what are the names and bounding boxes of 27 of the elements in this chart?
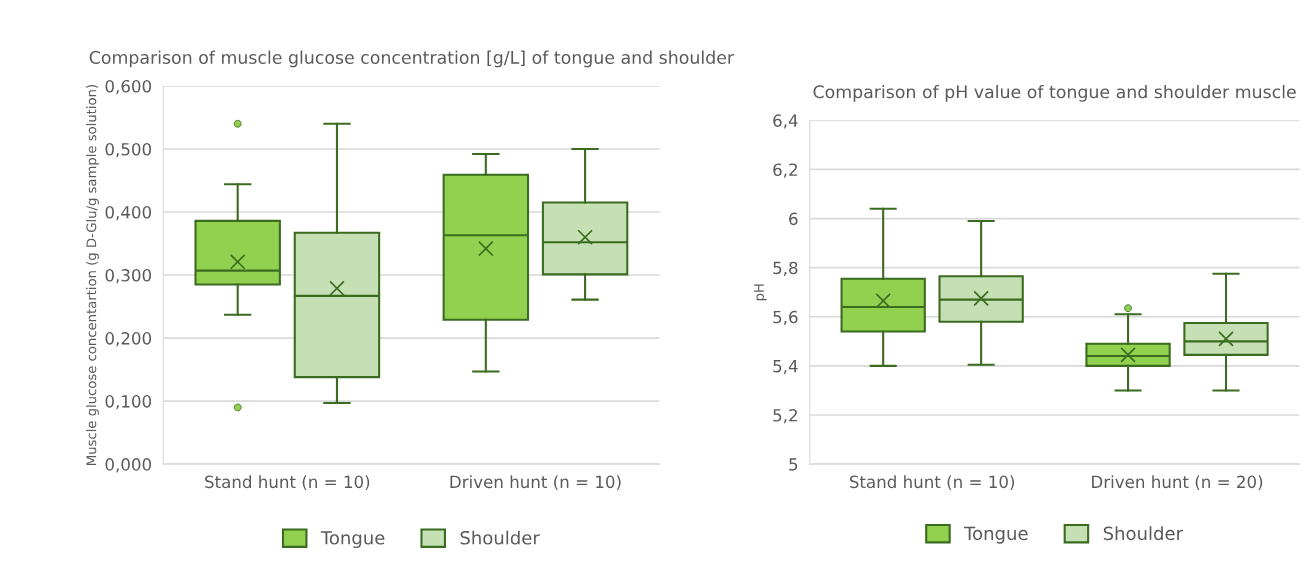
- legend-label: Shoulder: [1103, 526, 1183, 541]
- chart-title: Comparison of muscle glucose concentration [g/L] of tongue and shoulder: [89, 50, 735, 68]
- x-tick-label: Driven hunt (n = 20): [1092, 475, 1263, 491]
- x-tick-label: Stand hunt (n = 10): [205, 475, 370, 491]
- y-tick-label: 0,500: [105, 142, 152, 158]
- chart-title: Comparison of pH value of tongue and shoulder muscle: [813, 84, 1296, 102]
- y-axis-title: Muscle glucose concentartion (g D-Glu/g sample solution): [86, 85, 99, 465]
- x-tick-label: Driven hunt (n = 10): [450, 475, 621, 491]
- y-tick-label: 6,2: [773, 163, 797, 178]
- y-axis-title: pH: [754, 284, 767, 301]
- legend-label: Tongue: [964, 526, 1028, 544]
- y-tick-label: 0,200: [105, 332, 152, 347]
- legend-label: Tongue: [320, 531, 385, 549]
- y-tick-label: 0,000: [105, 458, 152, 473]
- y-tick-label: 0,100: [105, 395, 152, 410]
- y-tick-label: 6,4: [773, 114, 798, 129]
- y-tick-label: 5,4: [773, 360, 798, 375]
- x-tick-label: Stand hunt (n = 10): [849, 475, 1015, 491]
- legend-label: Shoulder: [460, 530, 540, 545]
- y-tick-label: 0,400: [105, 205, 152, 221]
- y-tick-label: 5,8: [773, 261, 798, 276]
- y-tick-label: 5,2: [773, 408, 797, 424]
- y-tick-label: 0,600: [105, 79, 152, 95]
- y-tick-label: 5,6: [773, 310, 798, 326]
- y-tick-label: 0,300: [105, 269, 152, 284]
- y-tick-label: 6: [789, 212, 798, 226]
- y-tick-label: 5: [789, 458, 798, 471]
